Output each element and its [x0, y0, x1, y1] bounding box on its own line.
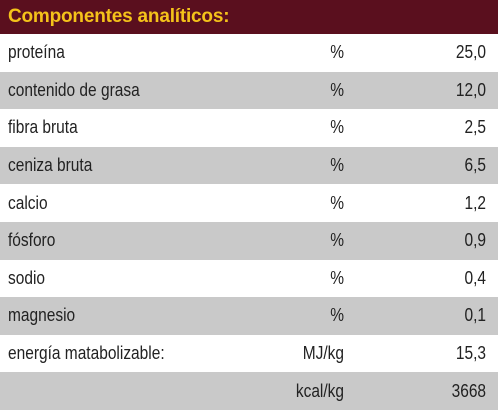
row-unit: % — [330, 305, 344, 326]
row-label: ceniza bruta — [8, 155, 93, 176]
row-label: magnesio — [8, 305, 76, 326]
row-value: 0,1 — [464, 305, 486, 326]
row-value: 2,5 — [464, 117, 486, 138]
row-value: 25,0 — [455, 42, 486, 63]
row-value: 6,5 — [464, 155, 486, 176]
table-row: energía matabolizable: MJ/kg 15,3 — [0, 334, 498, 373]
table-row: sodio % 0,4 — [0, 259, 498, 298]
row-unit: kcal/kg — [295, 380, 344, 401]
row-label: fibra bruta — [8, 117, 78, 138]
row-unit: % — [330, 155, 344, 176]
row-unit: % — [330, 230, 344, 251]
table-row: contenido de grasa % 12,0 — [0, 71, 498, 110]
table-title: Componentes analíticos: — [8, 6, 230, 27]
row-label: proteína — [8, 42, 65, 63]
row-label: sodio — [8, 267, 46, 288]
table-row: calcio % 1,2 — [0, 184, 498, 222]
row-unit: MJ/kg — [302, 343, 344, 364]
row-label: energía matabolizable: — [8, 343, 165, 364]
row-unit: % — [330, 267, 344, 288]
table-row: fósforo % 0,9 — [0, 221, 498, 260]
table-row: proteína % 25,0 — [0, 34, 498, 72]
row-label: calcio — [8, 192, 48, 213]
row-value: 1,2 — [464, 192, 486, 213]
row-unit: % — [330, 42, 344, 63]
row-value: 0,4 — [464, 267, 486, 288]
row-value: 15,3 — [455, 343, 486, 364]
row-label: contenido de grasa — [8, 79, 140, 100]
row-value: 12,0 — [455, 79, 486, 100]
table-row: kcal/kg 3668 — [0, 372, 498, 410]
row-unit: % — [330, 117, 344, 138]
row-unit: % — [330, 192, 344, 213]
table-header: Componentes analíticos: — [0, 0, 498, 34]
table-row: ceniza bruta % 6,5 — [0, 146, 498, 185]
row-unit: % — [330, 79, 344, 100]
row-value: 3668 — [451, 380, 486, 401]
row-value: 0,9 — [464, 230, 486, 251]
row-label: fósforo — [8, 230, 56, 251]
table-row: magnesio % 0,1 — [0, 297, 498, 335]
table-row: fibra bruta % 2,5 — [0, 109, 498, 147]
